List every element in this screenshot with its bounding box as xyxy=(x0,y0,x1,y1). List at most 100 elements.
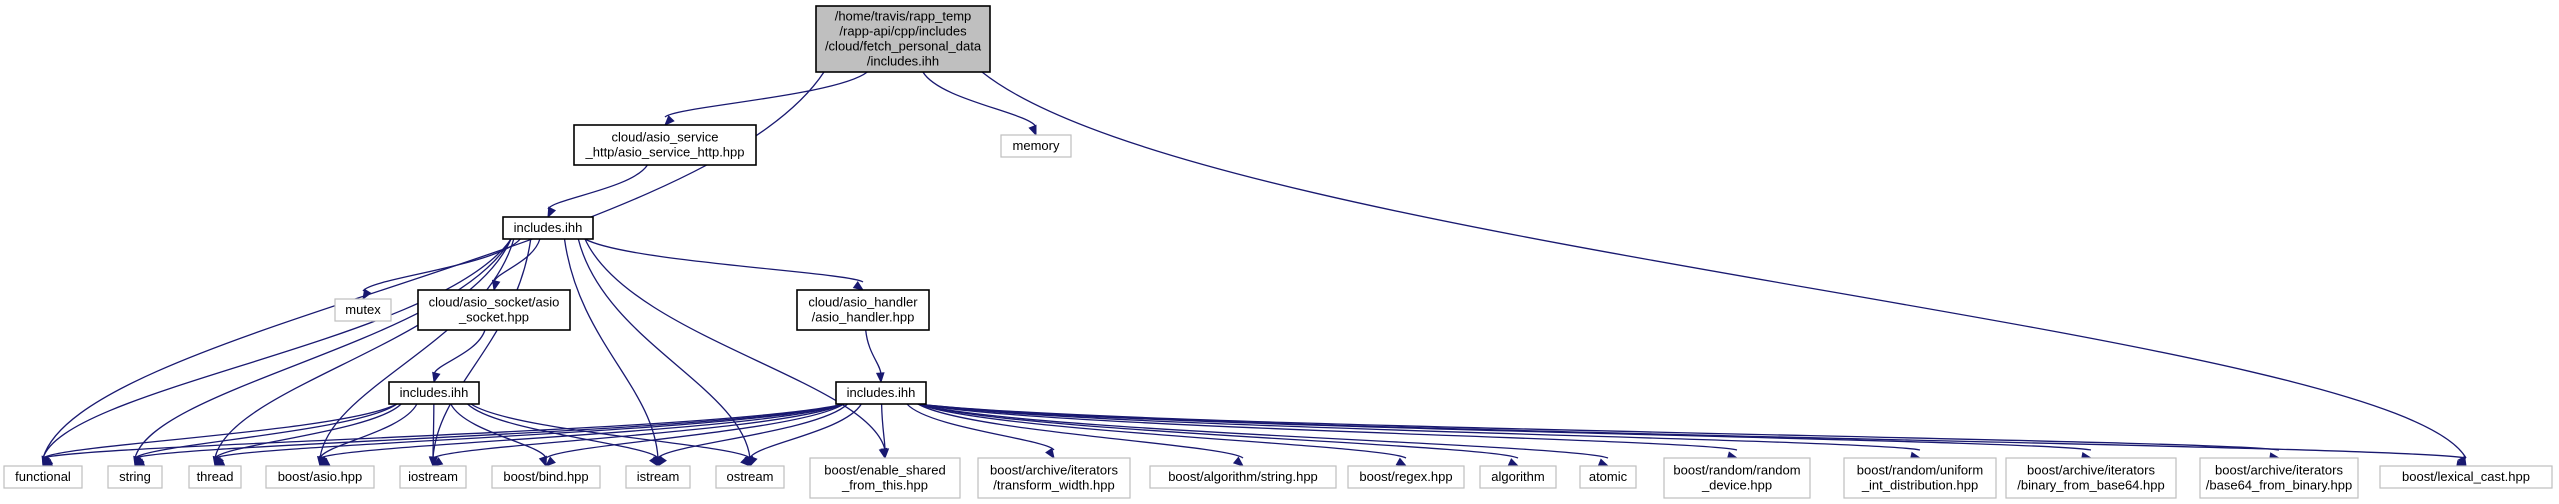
arrowhead xyxy=(538,455,547,468)
edge-includes_c-to-transform_width xyxy=(906,403,1055,460)
node-atomic: atomic xyxy=(1579,465,1637,489)
edge-includes_c-to-iostream xyxy=(431,403,845,467)
arrowhead xyxy=(1597,458,1610,467)
node-thread: thread xyxy=(188,465,242,489)
arrowhead xyxy=(657,455,667,468)
edge-includes_c-to-boost_bind xyxy=(545,403,845,467)
node-asio_service_http[interactable]: cloud/asio_service_http/asio_service_htt… xyxy=(573,124,757,166)
edge-line xyxy=(922,71,1037,128)
node-istream: istream xyxy=(625,465,691,489)
node-iostream: iostream xyxy=(399,465,467,489)
node-label: ostream xyxy=(727,469,774,484)
arrowhead xyxy=(491,279,501,292)
edge-includes_b-to-ostream xyxy=(470,403,751,467)
node-string: string xyxy=(107,465,163,489)
edge-line xyxy=(664,71,868,118)
node-label: includes.ihh xyxy=(400,385,469,400)
edge-line xyxy=(865,329,882,375)
node-label: boost/random/random xyxy=(1673,463,1800,478)
edge-line xyxy=(981,71,2467,459)
edge-line xyxy=(563,238,659,459)
arrowhead xyxy=(1507,458,1520,467)
edge-asio_socket-to-includes_b xyxy=(432,329,486,384)
node-uniform_int: boost/random/uniform_int_distribution.hp… xyxy=(1843,457,1997,499)
node-label: boost/bind.hpp xyxy=(503,469,588,484)
arrowhead xyxy=(852,280,865,291)
edge-line xyxy=(917,403,1738,451)
node-label: _int_distribution.hpp xyxy=(1861,478,1978,493)
node-ostream: ostream xyxy=(715,465,785,489)
node-box xyxy=(1843,457,1997,499)
edge-line xyxy=(657,403,849,459)
edge-includes_c-to-binary_from_base64 xyxy=(917,403,2093,461)
arrowhead xyxy=(740,456,751,467)
edge-line xyxy=(493,238,541,283)
node-algo_string: boost/algorithm/string.hpp xyxy=(1149,465,1337,489)
arrowhead xyxy=(432,371,441,384)
arrowhead xyxy=(547,206,557,219)
edge-includes_c-to-boost_asio xyxy=(318,403,845,467)
edge-includes_c-to-enable_shared xyxy=(880,403,890,460)
edge-root-to-lexical_cast xyxy=(981,71,2467,468)
node-box xyxy=(625,465,691,489)
edge-line xyxy=(545,403,845,459)
edge-includes_c-to-istream xyxy=(657,403,849,468)
node-asio_socket[interactable]: cloud/asio_socket/asio_socket.hpp xyxy=(417,289,571,331)
node-box xyxy=(491,465,601,489)
edge-includes_c-to-uniform_int xyxy=(917,403,1922,461)
edge-line xyxy=(134,403,398,459)
node-label: includes.ihh xyxy=(847,385,916,400)
node-boost_bind: boost/bind.hpp xyxy=(491,465,601,489)
node-includes_a[interactable]: includes.ihh xyxy=(502,216,594,240)
edge-includes_c-to-functional xyxy=(41,403,845,468)
node-asio_handler[interactable]: cloud/asio_handler/asio_handler.hpp xyxy=(796,289,930,331)
node-label: thread xyxy=(197,469,234,484)
edge-line xyxy=(42,403,398,459)
edge-includes_b-to-thread xyxy=(214,403,402,468)
node-label: functional xyxy=(15,469,71,484)
node-box xyxy=(977,457,1131,499)
node-label: /binary_from_base64.hpp xyxy=(2017,478,2164,493)
edge-line xyxy=(577,238,751,459)
edge-line xyxy=(433,329,486,375)
arrowhead xyxy=(2457,455,2467,468)
node-root[interactable]: /home/travis/rapp_temp/rapp-api/cpp/incl… xyxy=(815,5,991,73)
edge-root-to-asio_service_http xyxy=(664,71,868,126)
node-base64_from_binary: boost/archive/iterators/base64_from_bina… xyxy=(2199,457,2359,499)
arrowhead xyxy=(1045,447,1055,460)
arrowhead xyxy=(749,455,758,468)
node-box xyxy=(2379,465,2553,489)
node-includes_b[interactable]: includes.ihh xyxy=(388,381,480,405)
node-box xyxy=(1663,457,1811,499)
node-label: boost/algorithm/string.hpp xyxy=(1168,469,1318,484)
edge-line xyxy=(319,238,515,459)
node-label: /cloud/fetch_personal_data xyxy=(825,39,982,54)
node-includes_c[interactable]: includes.ihh xyxy=(835,381,927,405)
edge-line xyxy=(917,403,1519,459)
node-box xyxy=(796,289,930,331)
edge-includes_c-to-string xyxy=(133,403,845,467)
node-label: boost/asio.hpp xyxy=(278,469,363,484)
node-box xyxy=(573,124,757,166)
edge-line xyxy=(319,403,418,459)
edge-includes_c-to-regex xyxy=(917,403,1408,467)
node-label: boost/random/uniform xyxy=(1857,463,1983,478)
node-box xyxy=(1149,465,1337,489)
edge-includes_b-to-string xyxy=(134,403,398,467)
node-box xyxy=(1000,134,1072,158)
node-label: _from_this.hpp xyxy=(841,478,928,493)
edge-asio_handler-to-includes_c xyxy=(865,329,885,384)
edge-includes_a-to-asio_handler xyxy=(584,238,865,291)
node-label: boost/archive/iterators xyxy=(990,463,1118,478)
edges xyxy=(41,71,2468,469)
node-box xyxy=(188,465,242,489)
edge-line xyxy=(917,403,1407,459)
arrowhead xyxy=(362,288,372,301)
node-box xyxy=(2005,457,2177,499)
edge-line xyxy=(432,238,532,459)
edge-includes_a-to-mutex xyxy=(362,238,521,301)
node-label: _socket.hpp xyxy=(458,310,529,325)
node-label: memory xyxy=(1013,138,1060,153)
node-box xyxy=(3,465,83,489)
